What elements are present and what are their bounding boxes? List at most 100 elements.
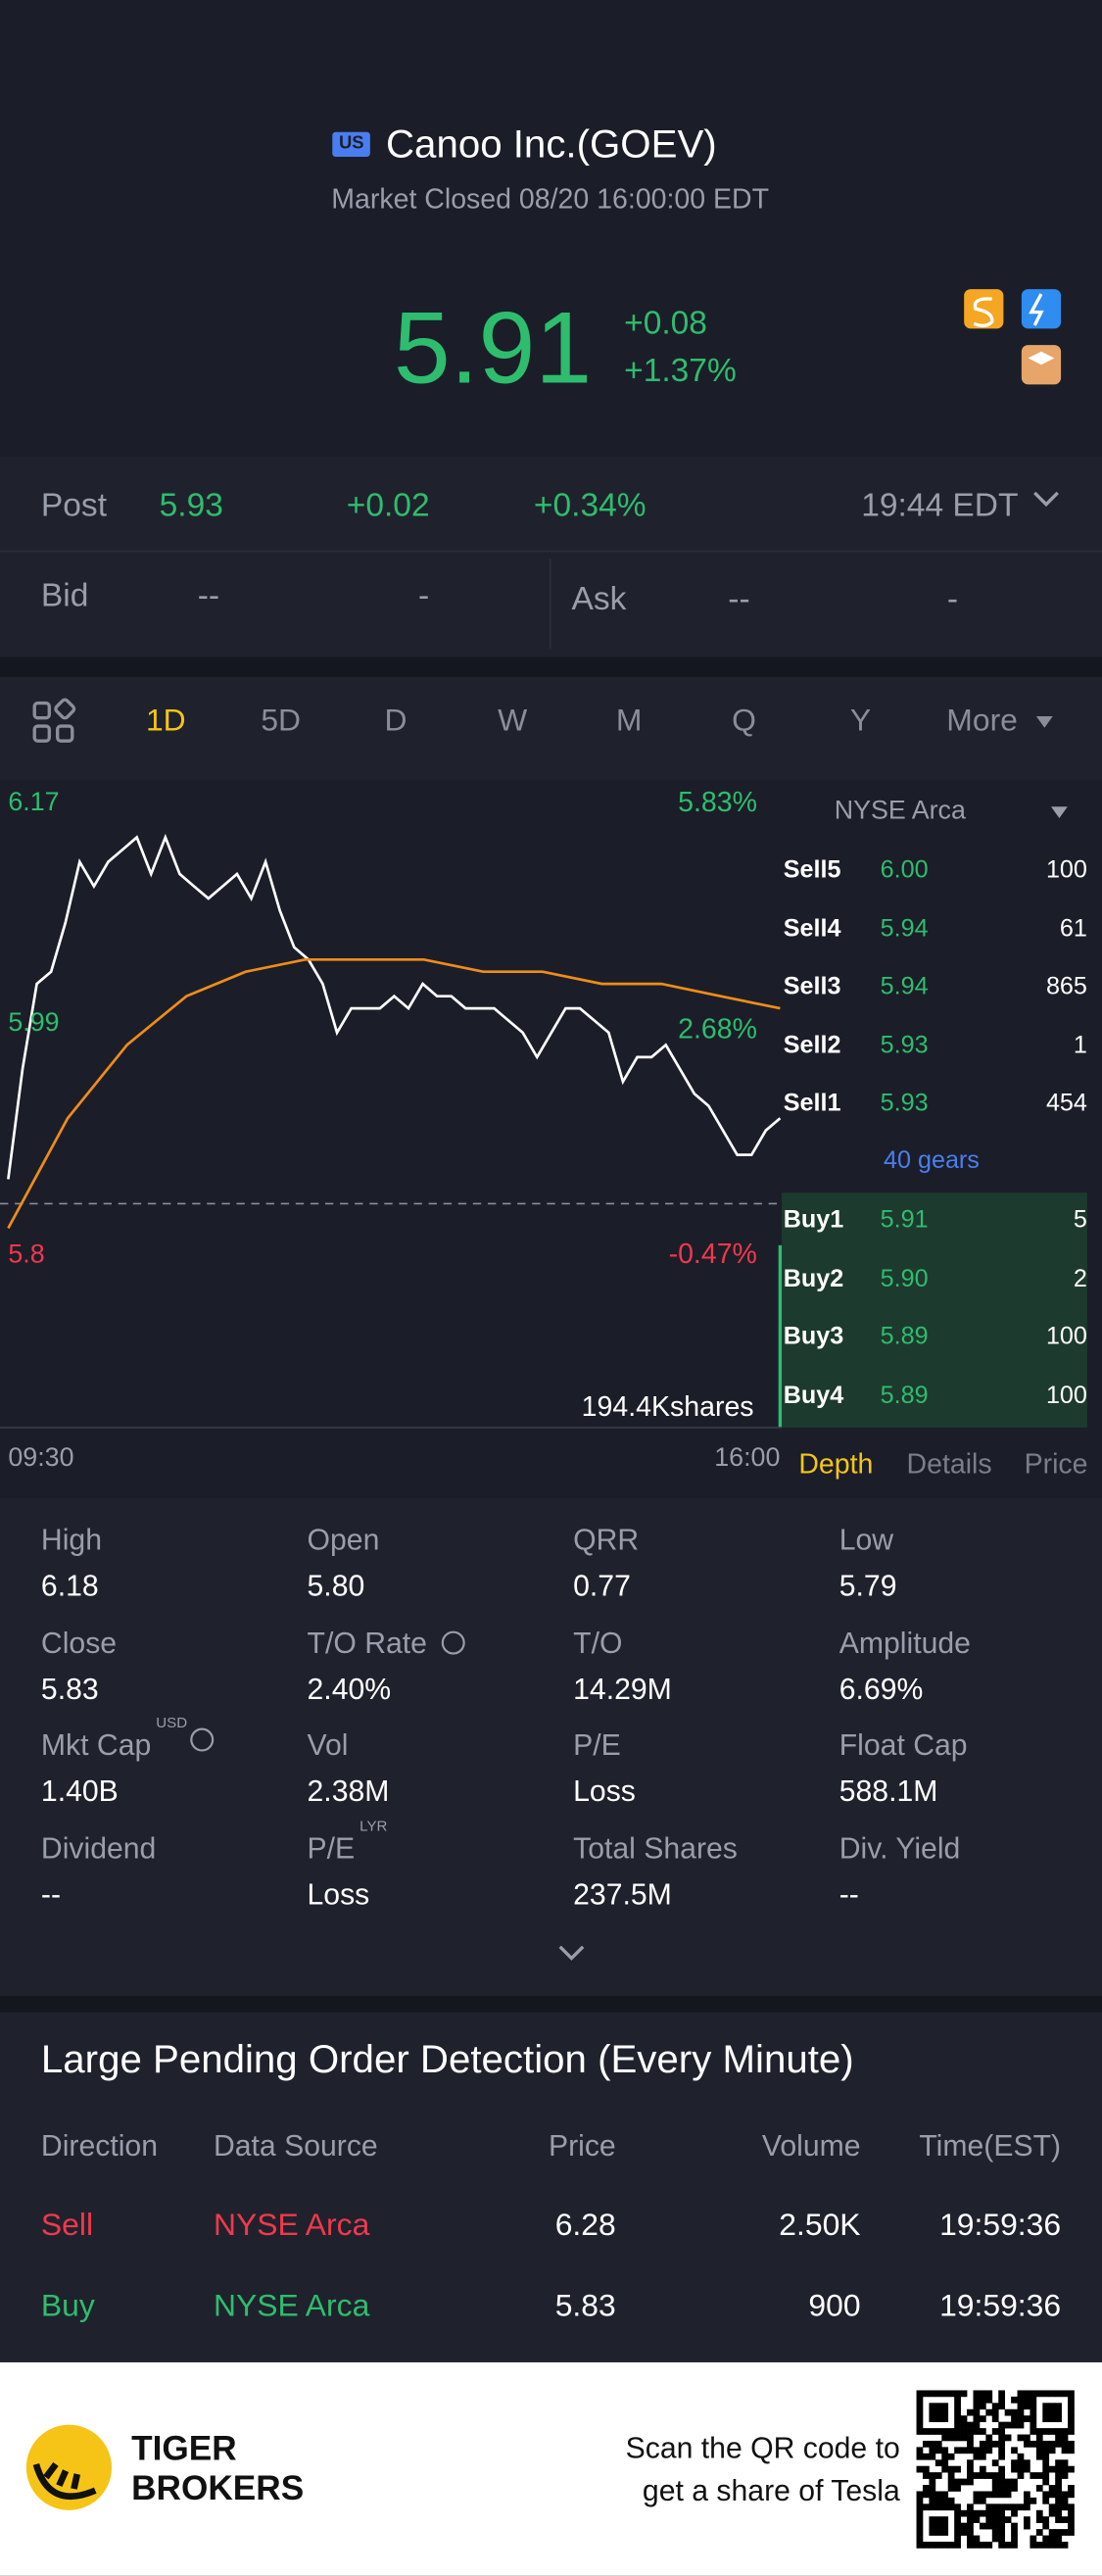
info-icon[interactable] <box>190 1727 215 1752</box>
qr-module <box>1042 2447 1050 2454</box>
qr-module <box>1011 2535 1018 2543</box>
qr-module <box>916 2403 924 2410</box>
qr-module <box>934 2447 942 2454</box>
qr-module <box>998 2535 1006 2543</box>
market-status: Market Closed 08/20 16:00:00 EDT <box>331 183 770 216</box>
qr-module <box>1061 2516 1069 2523</box>
qr-module <box>998 2522 1006 2530</box>
qr-module <box>916 2447 924 2454</box>
qr-module <box>941 2465 949 2473</box>
icon-glyph <box>973 297 994 328</box>
qr-module <box>985 2522 993 2530</box>
period-tab[interactable]: More <box>946 704 1018 739</box>
qr-module <box>1042 2428 1050 2435</box>
stat-label: Div. Yield <box>838 1831 961 1866</box>
bid-label: Bid <box>40 578 89 615</box>
qr-module <box>1061 2529 1069 2536</box>
book-size: 865 <box>1045 972 1087 1001</box>
qr-module <box>1030 2535 1037 2543</box>
qr-module <box>1030 2415 1037 2422</box>
qr-module <box>941 2459 949 2467</box>
qr-module <box>1055 2516 1062 2523</box>
qr-module <box>934 2529 942 2536</box>
qr-module <box>998 2516 1006 2523</box>
qr-module <box>960 2415 968 2422</box>
stat-label: Mkt Cap <box>40 1728 152 1763</box>
qr-module <box>1035 2516 1043 2523</box>
qr-module <box>985 2491 993 2499</box>
qr-module <box>1030 2396 1037 2404</box>
qr-module <box>922 2390 930 2398</box>
stats-bg <box>0 1498 1102 1997</box>
ask-size: - <box>946 581 959 618</box>
qr-module <box>967 2472 974 2479</box>
icon-glyph <box>1029 293 1044 326</box>
qr-module <box>1055 2390 1062 2398</box>
order-cell: Buy <box>40 2289 95 2324</box>
qr-module <box>1068 2390 1075 2398</box>
qr-module <box>998 2403 1006 2410</box>
qr-module <box>1048 2503 1056 2511</box>
order-cell: Sell <box>40 2209 94 2244</box>
qr-module <box>922 2453 930 2460</box>
post-change-pct: +0.34% <box>533 487 647 524</box>
period-tab[interactable]: D <box>384 704 407 739</box>
qr-module <box>1017 2396 1025 2404</box>
qr-module <box>1042 2390 1050 2398</box>
qr-module <box>985 2396 993 2404</box>
qr-module <box>1055 2503 1062 2511</box>
qr-module <box>960 2478 968 2486</box>
book-tab[interactable]: Details <box>906 1448 992 1481</box>
period-tab[interactable]: M <box>615 704 643 739</box>
qr-module <box>967 2478 974 2486</box>
qr-module <box>967 2509 974 2517</box>
qr-module <box>941 2403 949 2410</box>
qr-module <box>1068 2408 1075 2416</box>
book-tab[interactable]: Depth <box>798 1448 874 1481</box>
period-tab[interactable]: 1D <box>145 704 186 739</box>
book-price: 5.89 <box>880 1382 929 1410</box>
qr-module <box>998 2529 1006 2536</box>
qr-module <box>929 2453 936 2460</box>
qr-module <box>973 2421 981 2429</box>
qr-module <box>967 2459 974 2467</box>
period-tab[interactable]: Q <box>732 704 756 739</box>
qr-module <box>1068 2421 1075 2429</box>
qr-module <box>1011 2485 1018 2492</box>
qr-module <box>934 2428 942 2435</box>
stat-value: Loss <box>573 1774 636 1809</box>
qr-module <box>1042 2541 1050 2549</box>
qr-module <box>1042 2497 1050 2504</box>
dropdown-arrow <box>1051 806 1068 818</box>
qr-module <box>1023 2522 1030 2530</box>
qr-module <box>1061 2503 1069 2511</box>
qr-module <box>941 2434 949 2442</box>
qr-module <box>934 2516 942 2523</box>
qr-module <box>954 2478 961 2486</box>
qr-module <box>960 2529 968 2536</box>
info-icon[interactable] <box>441 1630 465 1655</box>
qr-module <box>954 2447 961 2454</box>
qr-module <box>954 2516 961 2523</box>
qr-module <box>922 2465 930 2473</box>
qr-module <box>929 2472 936 2479</box>
stat-value: Loss <box>307 1877 370 1912</box>
qr-module <box>1023 2403 1030 2410</box>
period-tab[interactable]: 5D <box>261 704 302 739</box>
qr-module <box>1048 2485 1056 2492</box>
qr-module <box>960 2428 968 2435</box>
qr-module <box>1011 2522 1018 2530</box>
qr-module <box>954 2428 961 2435</box>
period-tab[interactable]: Y <box>849 704 872 739</box>
qr-module <box>1023 2491 1030 2499</box>
qr-module <box>929 2497 936 2504</box>
qr-module <box>947 2428 955 2435</box>
stat-label: Dividend <box>40 1831 157 1866</box>
qr-module <box>979 2522 986 2530</box>
book-tab[interactable]: Price <box>1024 1448 1088 1481</box>
expand-chevron[interactable] <box>558 1945 585 1961</box>
qr-module <box>998 2541 1006 2549</box>
qr-module <box>1030 2428 1037 2435</box>
period-tab[interactable]: W <box>498 704 528 739</box>
qr-module <box>967 2522 974 2530</box>
